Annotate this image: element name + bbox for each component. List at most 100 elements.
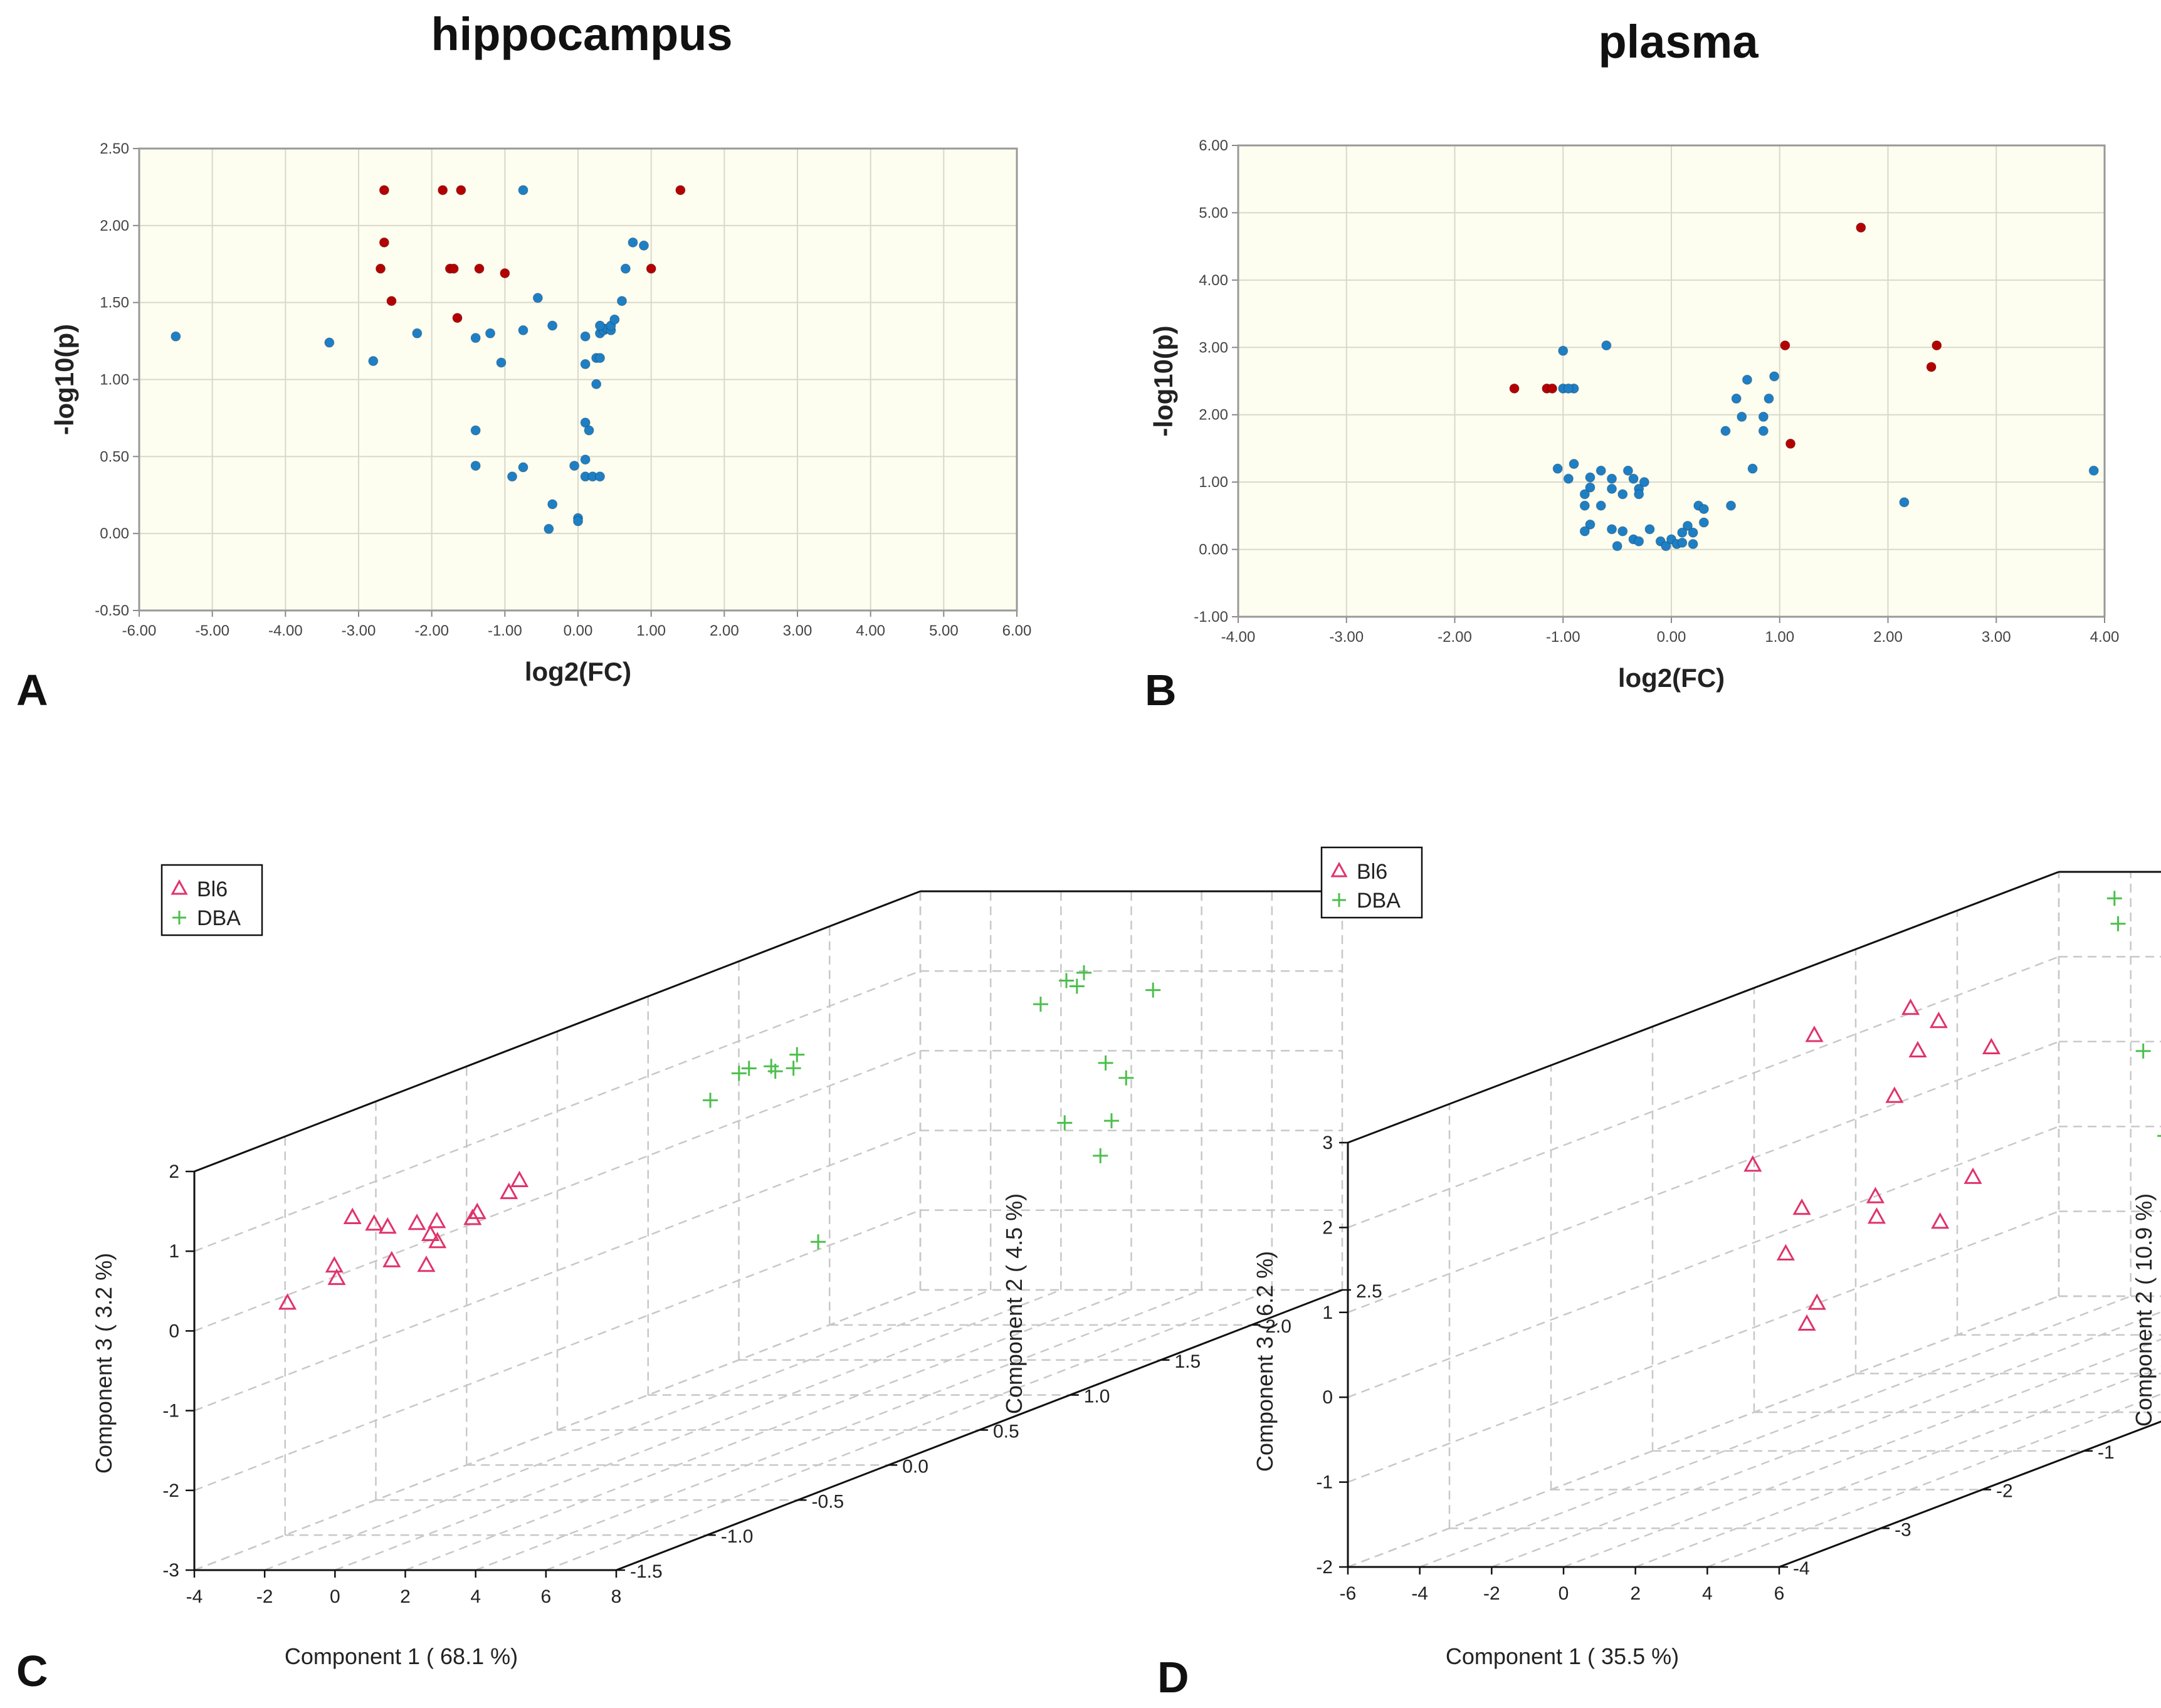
x-tick-label: -4.00: [268, 622, 303, 639]
y-tick-label: 1.5: [1175, 1351, 1201, 1372]
data-point-triangle: [1797, 1314, 1816, 1331]
series-0: [1509, 223, 1942, 449]
y-axis-title: Component 2 ( 10.9 %): [2131, 1193, 2157, 1427]
data-point-triangle: [325, 1256, 344, 1273]
data-point: [1737, 411, 1747, 422]
y-tick-label: -2: [1996, 1481, 2013, 1502]
data-point: [580, 331, 591, 342]
title-a: hippocampus: [431, 8, 732, 60]
data-point: [438, 185, 448, 196]
y-axis-title: -log10(p): [1149, 325, 1178, 436]
data-point: [547, 499, 558, 510]
data-point: [379, 237, 389, 248]
data-point: [580, 454, 591, 465]
data-point: [584, 425, 594, 436]
data-point-plus: [2106, 891, 2122, 906]
x-tick-label: -4.00: [1221, 629, 1256, 646]
panel-b: plasma B -4.00 -3.00 -2.00 -1.00 0.00 1.00 2.0…: [1145, 16, 2119, 715]
data-point-plus: [1057, 1115, 1073, 1131]
y-tick-label: 6.00: [1199, 137, 1228, 154]
data-point-triangle: [365, 1214, 384, 1231]
data-point: [1899, 497, 1910, 508]
y-tick-label: 4.00: [1199, 272, 1228, 289]
data-point-triangle: [1743, 1155, 1762, 1172]
data-point-triangle: [428, 1232, 447, 1249]
y-tick-label: -0.50: [95, 602, 129, 619]
data-point: [456, 185, 466, 196]
y-tick-label: 2.0: [1265, 1316, 1291, 1337]
top-edge-line: [1347, 871, 2059, 1144]
x-tick-label: 4: [1702, 1583, 1713, 1604]
x-tick-label: 4: [470, 1586, 481, 1607]
data-point: [1558, 345, 1569, 356]
gridlines: [1347, 871, 2161, 1568]
data-point: [1677, 537, 1688, 548]
y-tick-label: 2.5: [1356, 1281, 1382, 1302]
data-point: [379, 185, 389, 196]
data-point: [1731, 393, 1742, 404]
grid-floor-x: [1706, 1393, 2161, 1568]
series-Bl6: [1743, 998, 2001, 1331]
y-tick-label: 1.00: [1199, 474, 1228, 491]
panel-label-b: B: [1145, 666, 1177, 715]
x-tick-label: 6: [540, 1586, 551, 1607]
data-point: [324, 337, 335, 348]
x-tick-label: -2: [256, 1586, 273, 1607]
title-b: plasma: [1598, 16, 1759, 68]
legend: Bl6 DBA: [160, 864, 263, 936]
data-point: [617, 296, 627, 306]
data-point-plus: [811, 1234, 826, 1250]
grid-floor-x: [1419, 1295, 2132, 1568]
y-tick-label: 1.0: [1084, 1386, 1110, 1407]
data-point: [646, 263, 656, 274]
data-point-plus: [741, 1061, 757, 1076]
data-point-plus: [1069, 978, 1085, 994]
data-point: [1585, 519, 1596, 530]
grid-side-z: [1347, 956, 2059, 1229]
legend-marker-triangle: [1330, 861, 1348, 878]
data-point: [532, 293, 543, 303]
series-DBA: [703, 965, 1161, 1250]
data-point: [1606, 473, 1617, 484]
panel-label-c: C: [16, 1647, 48, 1695]
z-tick-label: 1: [1322, 1302, 1333, 1323]
data-point: [620, 263, 631, 274]
legend-label: DBA: [1357, 889, 1401, 913]
legend-marker-plus: [172, 911, 186, 925]
data-point-triangle: [421, 1224, 440, 1241]
data-point: [2088, 465, 2099, 476]
data-point-triangle: [1807, 1293, 1826, 1310]
x-tick-label: 0: [330, 1586, 340, 1607]
data-point: [591, 379, 602, 389]
x-tick-label: 3.00: [1982, 629, 2011, 646]
data-point: [1747, 463, 1758, 474]
x-tick-label: 2: [400, 1586, 411, 1607]
data-point: [595, 320, 605, 331]
data-point: [1585, 482, 1596, 493]
data-point-triangle: [343, 1207, 362, 1224]
data-point: [448, 263, 459, 274]
data-point: [547, 320, 558, 331]
data-point: [412, 328, 423, 338]
z-tick-label: -2: [162, 1480, 179, 1501]
y-tick-label: 1.00: [100, 372, 129, 389]
data-point: [1634, 489, 1644, 500]
data-point: [1926, 362, 1937, 372]
data-point: [1720, 426, 1731, 436]
z-tick-label: -1: [162, 1401, 179, 1422]
y-tick-label: 2.00: [100, 217, 129, 234]
plot-frame: [138, 147, 1018, 612]
x-tick-label: 6: [1774, 1583, 1785, 1604]
series-Bl6: [278, 1170, 529, 1310]
data-point: [386, 296, 397, 306]
data-point: [580, 417, 591, 428]
y-axis-title: Component 2 ( 4.5 %): [1001, 1193, 1027, 1414]
z-tick-label: 3: [1322, 1133, 1333, 1153]
data-point: [1769, 371, 1780, 382]
y-tick-label: -1.00: [1194, 609, 1228, 626]
data-point: [1661, 541, 1671, 552]
grid-side-z: [1347, 1295, 2059, 1568]
data-point-triangle: [1929, 1012, 1948, 1029]
x-tick-label: 4.00: [2090, 629, 2120, 646]
data-point: [544, 523, 554, 534]
